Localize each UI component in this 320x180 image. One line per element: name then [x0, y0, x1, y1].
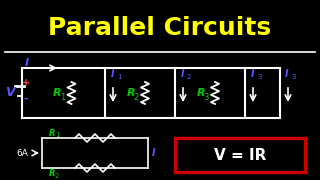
Text: I: I — [111, 69, 115, 79]
Text: 2: 2 — [187, 74, 191, 80]
Text: 2: 2 — [55, 173, 59, 179]
Text: R: R — [197, 88, 205, 98]
Text: 1: 1 — [117, 74, 122, 80]
Text: I: I — [25, 58, 29, 68]
Text: V: V — [5, 87, 15, 100]
Text: -: - — [24, 94, 28, 104]
Text: V = IR: V = IR — [214, 147, 266, 163]
Text: Parallel Circuits: Parallel Circuits — [48, 16, 272, 40]
Text: 3: 3 — [203, 93, 209, 102]
Text: 2: 2 — [133, 93, 139, 102]
Text: 1: 1 — [60, 93, 65, 102]
FancyBboxPatch shape — [175, 138, 305, 172]
Text: I: I — [285, 69, 289, 79]
Text: I: I — [181, 69, 185, 79]
Text: 1: 1 — [55, 132, 59, 138]
Text: R: R — [127, 88, 135, 98]
Text: R: R — [49, 129, 55, 138]
Text: 6A: 6A — [16, 148, 28, 158]
Text: R: R — [53, 88, 62, 98]
Text: I: I — [152, 148, 156, 158]
Text: R: R — [49, 170, 55, 179]
Text: 3: 3 — [291, 74, 295, 80]
Text: 3: 3 — [257, 74, 261, 80]
Text: I: I — [251, 69, 255, 79]
Text: +: + — [22, 78, 30, 88]
